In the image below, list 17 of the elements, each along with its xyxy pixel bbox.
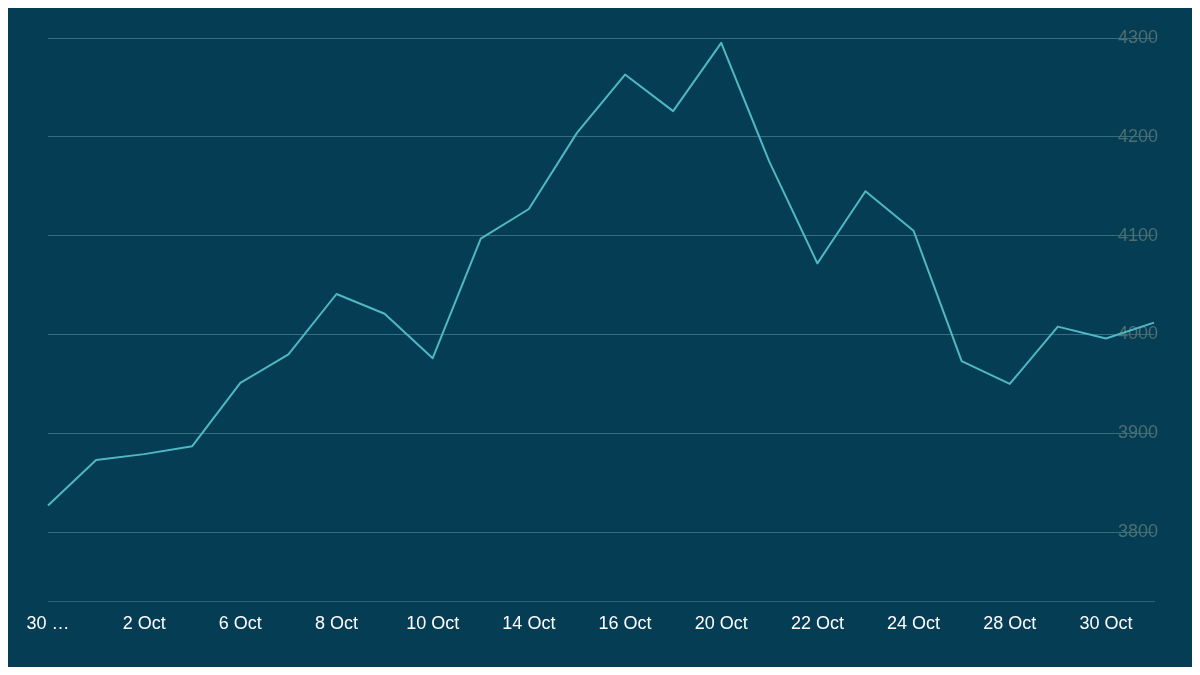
x-tick-label: 30 … (26, 613, 70, 634)
x-tick-label: 8 Oct (315, 613, 359, 634)
x-tick-label: 28 Oct (983, 613, 1037, 634)
y-tick-label: 4300 (1117, 26, 1158, 47)
x-tick-label: 2 Oct (122, 613, 166, 634)
x-tick-label: 14 Oct (502, 613, 556, 634)
x-tick-label: 10 Oct (406, 613, 460, 634)
y-tick-label: 4200 (1117, 125, 1158, 146)
x-tick-label: 6 Oct (218, 613, 262, 634)
x-tick-label: 24 Oct (887, 613, 941, 634)
x-tick-label: 22 Oct (790, 613, 844, 634)
y-tick-label: 3800 (1117, 521, 1158, 542)
y-tick-label: 3900 (1117, 422, 1158, 443)
x-tick-label: 20 Oct (694, 613, 748, 634)
y-tick-label: 4100 (1117, 224, 1158, 245)
x-tick-label: 30 Oct (1079, 613, 1133, 634)
x-tick-label: 16 Oct (598, 613, 652, 634)
